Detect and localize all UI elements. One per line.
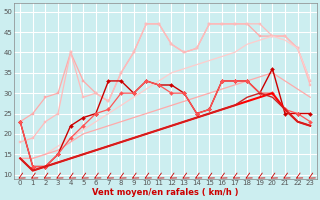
- X-axis label: Vent moyen/en rafales ( km/h ): Vent moyen/en rafales ( km/h ): [92, 188, 238, 197]
